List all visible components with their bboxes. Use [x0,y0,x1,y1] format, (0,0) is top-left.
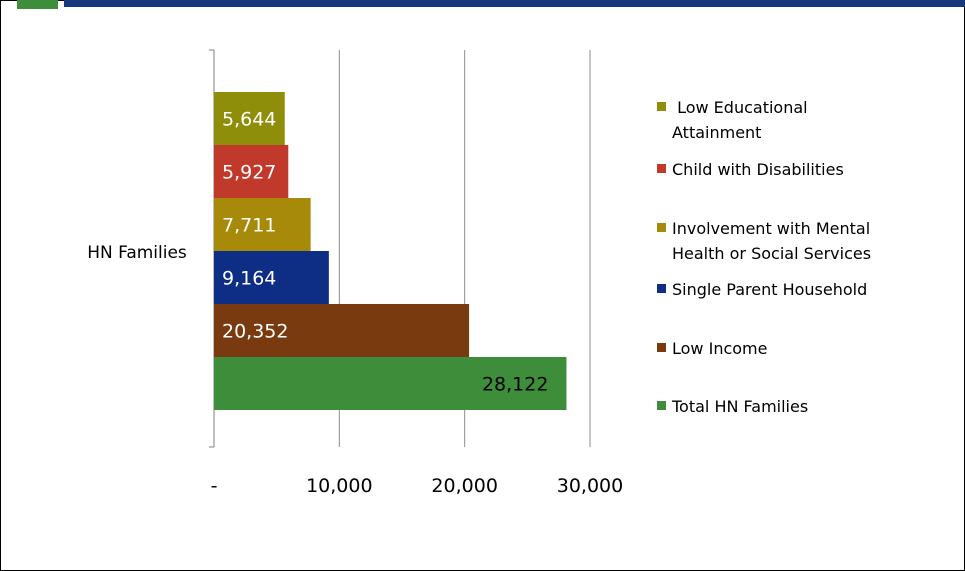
data-label: 9,164 [222,268,276,290]
legend-swatch [657,401,666,410]
header-bar [64,0,965,7]
data-label: 5,927 [222,162,276,184]
data-label: 5,644 [222,109,276,131]
legend-label: Low Educational [672,98,808,117]
data-label: 7,711 [222,215,276,237]
data-label: 28,122 [482,374,548,396]
legend-label: Attainment [672,123,761,142]
legend-label: Health or Social Services [672,244,871,263]
legend-swatch [657,223,666,232]
bar [214,304,470,357]
legend-swatch [657,284,666,293]
legend-label: Involvement with Mental [672,219,870,238]
legend-label: Low Income [672,339,767,358]
legend-swatch [657,164,666,173]
data-label: 20,352 [222,321,288,343]
x-tick-label: 10,000 [306,475,372,497]
bar [214,251,329,304]
bar [214,357,567,410]
bar [214,198,311,251]
category-label: HN Families [87,243,187,263]
legend-label: Total HN Families [671,397,808,416]
x-tick-label: 20,000 [431,475,497,497]
x-tick-label: - [211,475,218,497]
legend-swatch [657,343,666,352]
bar [214,92,285,145]
x-tick-label: 30,000 [557,475,623,497]
bar [214,145,289,198]
header-accent-block [17,0,58,9]
legend-label: Child with Disabilities [672,160,844,179]
legend-swatch [657,102,666,111]
legend-label: Single Parent Household [672,280,867,299]
